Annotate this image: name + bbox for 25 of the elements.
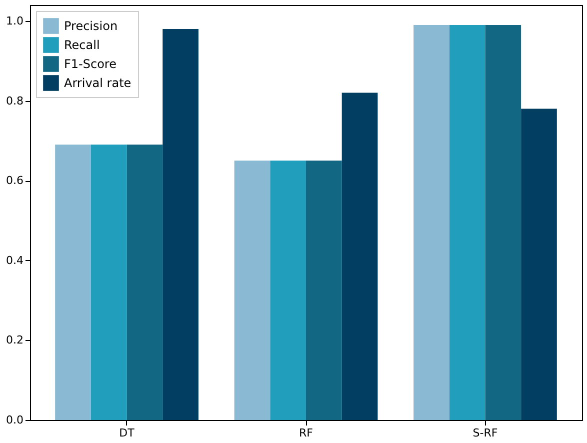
bar — [90, 144, 127, 420]
y-tick-label: 0.8 — [6, 94, 24, 108]
x-tick-label: S-RF — [472, 426, 498, 440]
bar — [449, 24, 486, 420]
y-tick-label: 0.6 — [6, 174, 24, 188]
y-tick-label: 0.2 — [6, 334, 24, 347]
bar — [270, 160, 306, 420]
legend-label: Precision — [64, 19, 118, 33]
bar — [414, 24, 450, 420]
y-tick-label: 1.0 — [6, 14, 24, 28]
x-tick-label: DT — [119, 426, 135, 440]
legend-label: Arrival rate — [64, 76, 132, 90]
bar — [126, 144, 163, 420]
bar — [55, 144, 91, 420]
bar — [521, 108, 557, 420]
bar — [342, 92, 378, 420]
y-tick-label: 0.0 — [6, 414, 24, 426]
y-tick-label: 0.4 — [6, 254, 24, 267]
bar — [485, 24, 522, 420]
legend-label: Recall — [64, 38, 100, 52]
x-tick-label: RF — [299, 426, 313, 440]
bar — [306, 160, 342, 420]
bar — [162, 28, 198, 420]
bar — [234, 160, 270, 420]
legend-label: F1-Score — [64, 57, 116, 71]
